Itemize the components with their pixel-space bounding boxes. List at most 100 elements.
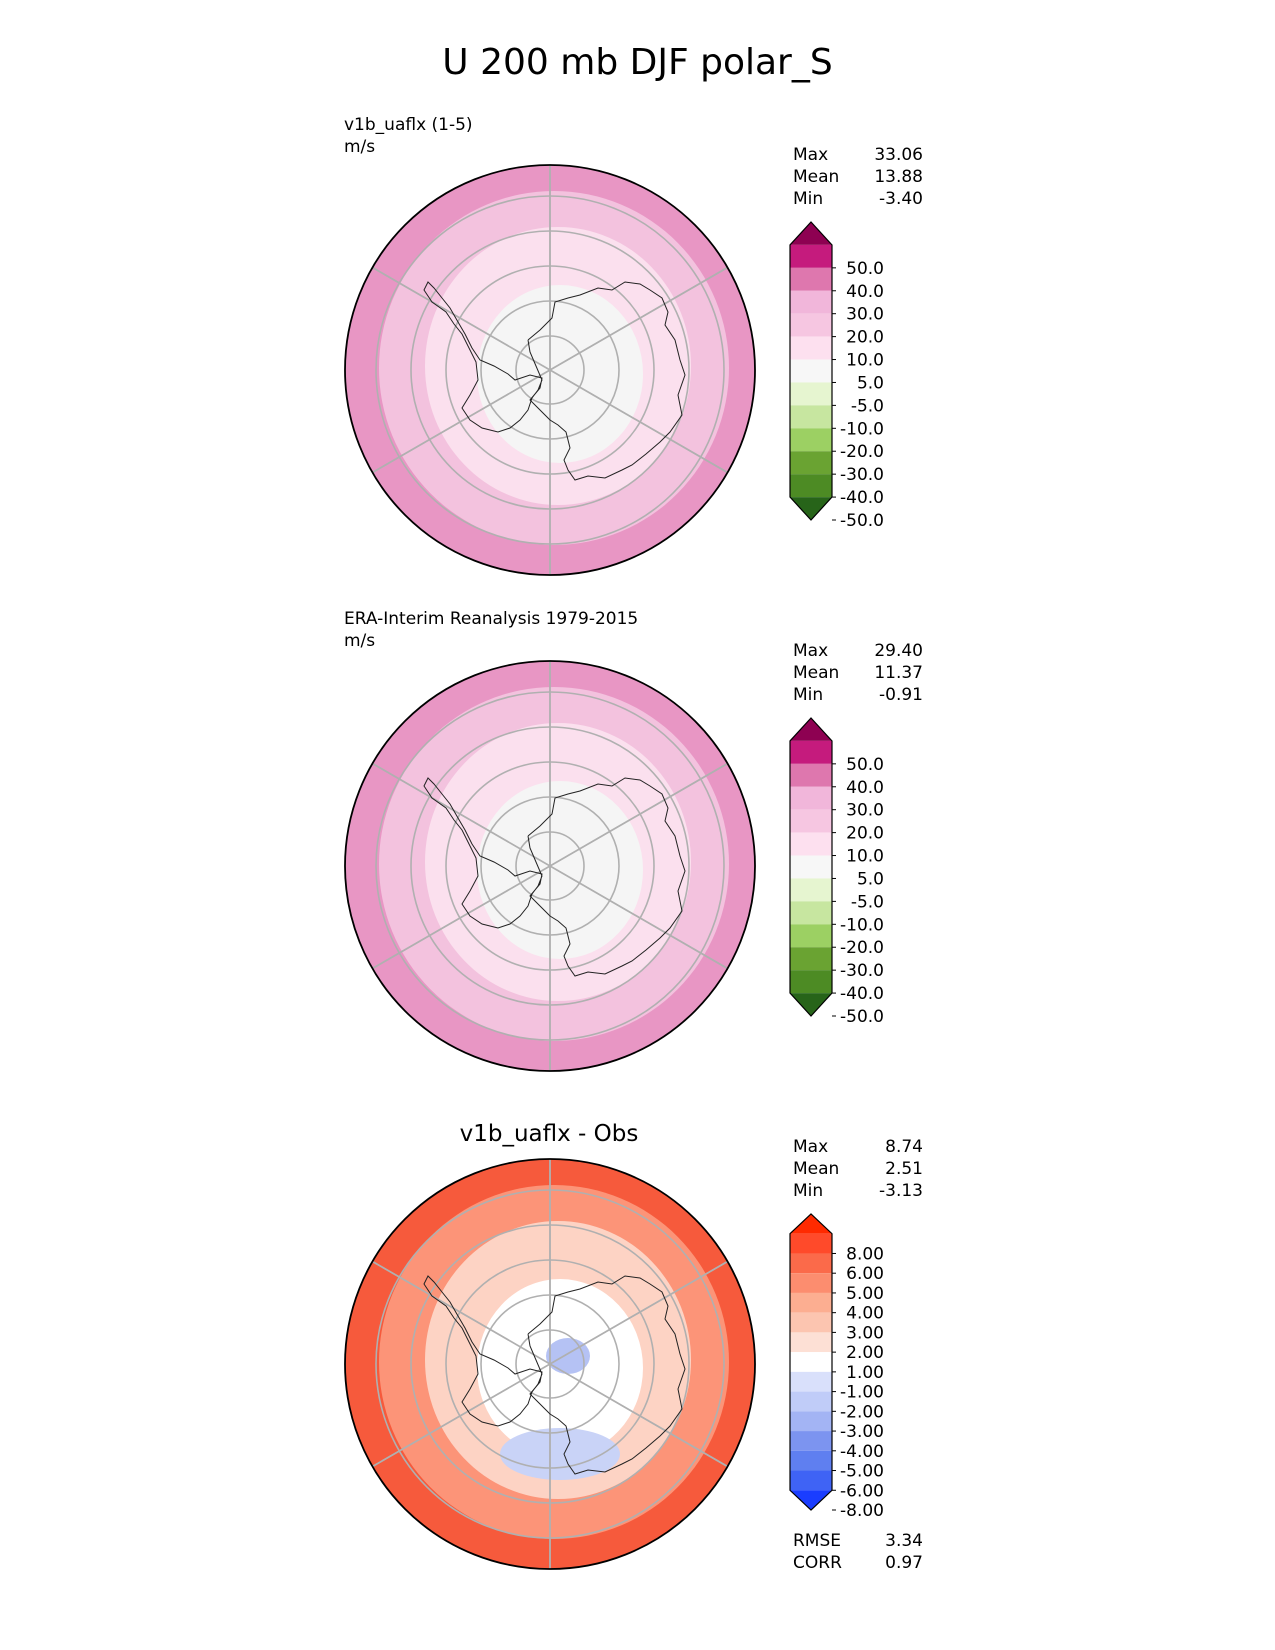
colorbar-segment	[790, 1292, 832, 1313]
colorbar-segment	[790, 1431, 832, 1451]
colorbar-segment	[790, 1214, 832, 1234]
colorbar-tick-label: 20.0	[846, 328, 884, 348]
colorbar-tick-label: -30.0	[840, 961, 884, 981]
colorbar-tick-label: -20.0	[840, 442, 884, 462]
colorbar-segment	[790, 1411, 832, 1432]
colorbar-segment	[790, 832, 832, 856]
colorbar-tick-label: 30.0	[846, 305, 884, 325]
colorbar-segment	[790, 1450, 832, 1471]
colorbar-tick-label: 6.00	[846, 1264, 884, 1284]
colorbar-segment	[790, 970, 832, 994]
stat-min: -3.13	[879, 1181, 923, 1201]
colorbar-segment	[790, 290, 832, 314]
colorbar-tick-label: 40.0	[846, 778, 884, 798]
colorbar-tick-label: -10.0	[840, 915, 884, 935]
panel-diff: v1b_uaflx - Obs Max 8.74 Mean 2.51 Min -3.1…	[0, 0, 1275, 1573]
colorbar-segment	[790, 993, 832, 1016]
panel-obs: ERA-Interim Reanalysis 1979-2015 m/s Max…	[0, 0, 1275, 1072]
colorbar-tick-label: -30.0	[840, 465, 884, 485]
panel-label: ERA-Interim Reanalysis 1979-2015 m/s	[344, 608, 638, 652]
colorbar-tick-label: 5.0	[857, 373, 884, 393]
colorbar-tick-label: -5.0	[851, 892, 884, 912]
stat-min: -0.91	[879, 685, 923, 705]
colorbar-tick-label: -50.0	[840, 511, 884, 531]
colorbar-segment	[790, 763, 832, 787]
panel-label: v1b_uaflx - Obs	[459, 1121, 639, 1147]
colorbar-tick-label: -20.0	[840, 938, 884, 958]
colorbar-segment	[790, 809, 832, 833]
panel-units: m/s	[344, 137, 376, 157]
stat-max: 8.74	[885, 1137, 923, 1157]
colorbar-segment	[790, 1470, 832, 1491]
colorbar-tick-label: 5.00	[846, 1284, 884, 1304]
stat-rmse-label: RMSE	[793, 1531, 842, 1551]
panel-model: v1b_uaflx (1-5) m/s Max 33.06 Mean 13.88 M…	[0, 0, 1275, 576]
colorbar: 50.0 40.0 30.0 20.0 10.05.0 -5.0 -10.0 -20.0 -30…	[789, 717, 884, 1027]
colorbar-tick-label: -3.00	[840, 1422, 884, 1442]
colorbar-tick-label: 2.00	[846, 1343, 884, 1363]
colorbar-tick-label: 8.00	[846, 1244, 884, 1264]
stat-mean: 13.88	[874, 167, 923, 187]
stat-min: -3.40	[879, 189, 923, 209]
map-border	[344, 1158, 756, 1570]
field-negative	[500, 1428, 620, 1480]
colorbar-segment	[790, 1332, 832, 1353]
colorbar-tick-label: 50.0	[846, 259, 884, 279]
panel-units: m/s	[344, 631, 376, 651]
stat-mean-label: Mean	[793, 167, 840, 187]
colorbar-segment	[790, 901, 832, 925]
colorbar-tick-label: 10.0	[846, 351, 884, 371]
stat-mean-label: Mean	[793, 1159, 840, 1179]
polar-map	[344, 660, 756, 1072]
colorbar-segment	[790, 1352, 832, 1372]
colorbar-tick-label: 20.0	[846, 824, 884, 844]
colorbar-tick-label: 4.00	[846, 1304, 884, 1324]
colorbar-segment	[790, 428, 832, 452]
map-border	[344, 164, 756, 576]
colorbar-tick-label: -40.0	[840, 984, 884, 1004]
colorbar-segment	[790, 878, 832, 902]
stat-mean: 2.51	[885, 1159, 923, 1179]
colorbar-segment	[790, 1312, 832, 1333]
colorbar-segment	[790, 855, 832, 879]
colorbar-segment	[790, 313, 832, 337]
coastline	[423, 1275, 686, 1475]
stat-corr-label: CORR	[793, 1553, 842, 1573]
colorbar: 50.0 40.0 30.0 20.0 10.05.0 -5.0 -10.0 -20.0 -30…	[789, 221, 884, 531]
stat-min-label: Min	[793, 189, 824, 209]
stat-max-label: Max	[793, 1137, 829, 1157]
colorbar-segment	[790, 1273, 832, 1293]
map-border	[344, 660, 756, 1072]
colorbar-tick-label: -6.00	[840, 1481, 884, 1501]
colorbar-segment	[790, 244, 832, 268]
coastline	[423, 777, 686, 977]
colorbar-tick-label: 3.00	[846, 1323, 884, 1343]
colorbar-tick-label: 30.0	[846, 801, 884, 821]
colorbar-tick-label: 5.0	[857, 869, 884, 889]
colorbar-segment	[790, 1253, 832, 1274]
stat-max-label: Max	[793, 641, 829, 661]
stats-box: Max 33.06 Mean 13.88 Min -3.40	[793, 144, 923, 210]
colorbar-tick-label: -4.00	[840, 1442, 884, 1462]
stats-box: Max 29.40 Mean 11.37 Min -0.91	[793, 640, 923, 706]
colorbar-segment	[790, 786, 832, 810]
colorbar-segment	[790, 474, 832, 498]
colorbar-tick-label: 50.0	[846, 755, 884, 775]
colorbar-segment	[790, 1371, 832, 1392]
colorbar-tick-label: -2.00	[840, 1402, 884, 1422]
colorbar-segment	[790, 267, 832, 291]
colorbar-tick-label: 40.0	[846, 282, 884, 302]
stats-box: Max 8.74 Mean 2.51 Min -3.13	[793, 1136, 923, 1202]
polar-map	[344, 1158, 756, 1570]
stat-max-label: Max	[793, 145, 829, 165]
colorbar-tick-label: 10.0	[846, 847, 884, 867]
colorbar-segment	[790, 1233, 832, 1254]
colorbar-tick-label: -10.0	[840, 419, 884, 439]
stat-min-label: Min	[793, 1181, 824, 1201]
panel-label: v1b_uaflx (1-5) m/s	[344, 114, 473, 158]
colorbar-tick-label: -50.0	[840, 1007, 884, 1027]
colorbar-segment	[790, 497, 832, 520]
stat-max: 29.40	[874, 641, 923, 661]
colorbar-tick-label: 1.00	[846, 1363, 884, 1383]
colorbar-segment	[790, 405, 832, 429]
